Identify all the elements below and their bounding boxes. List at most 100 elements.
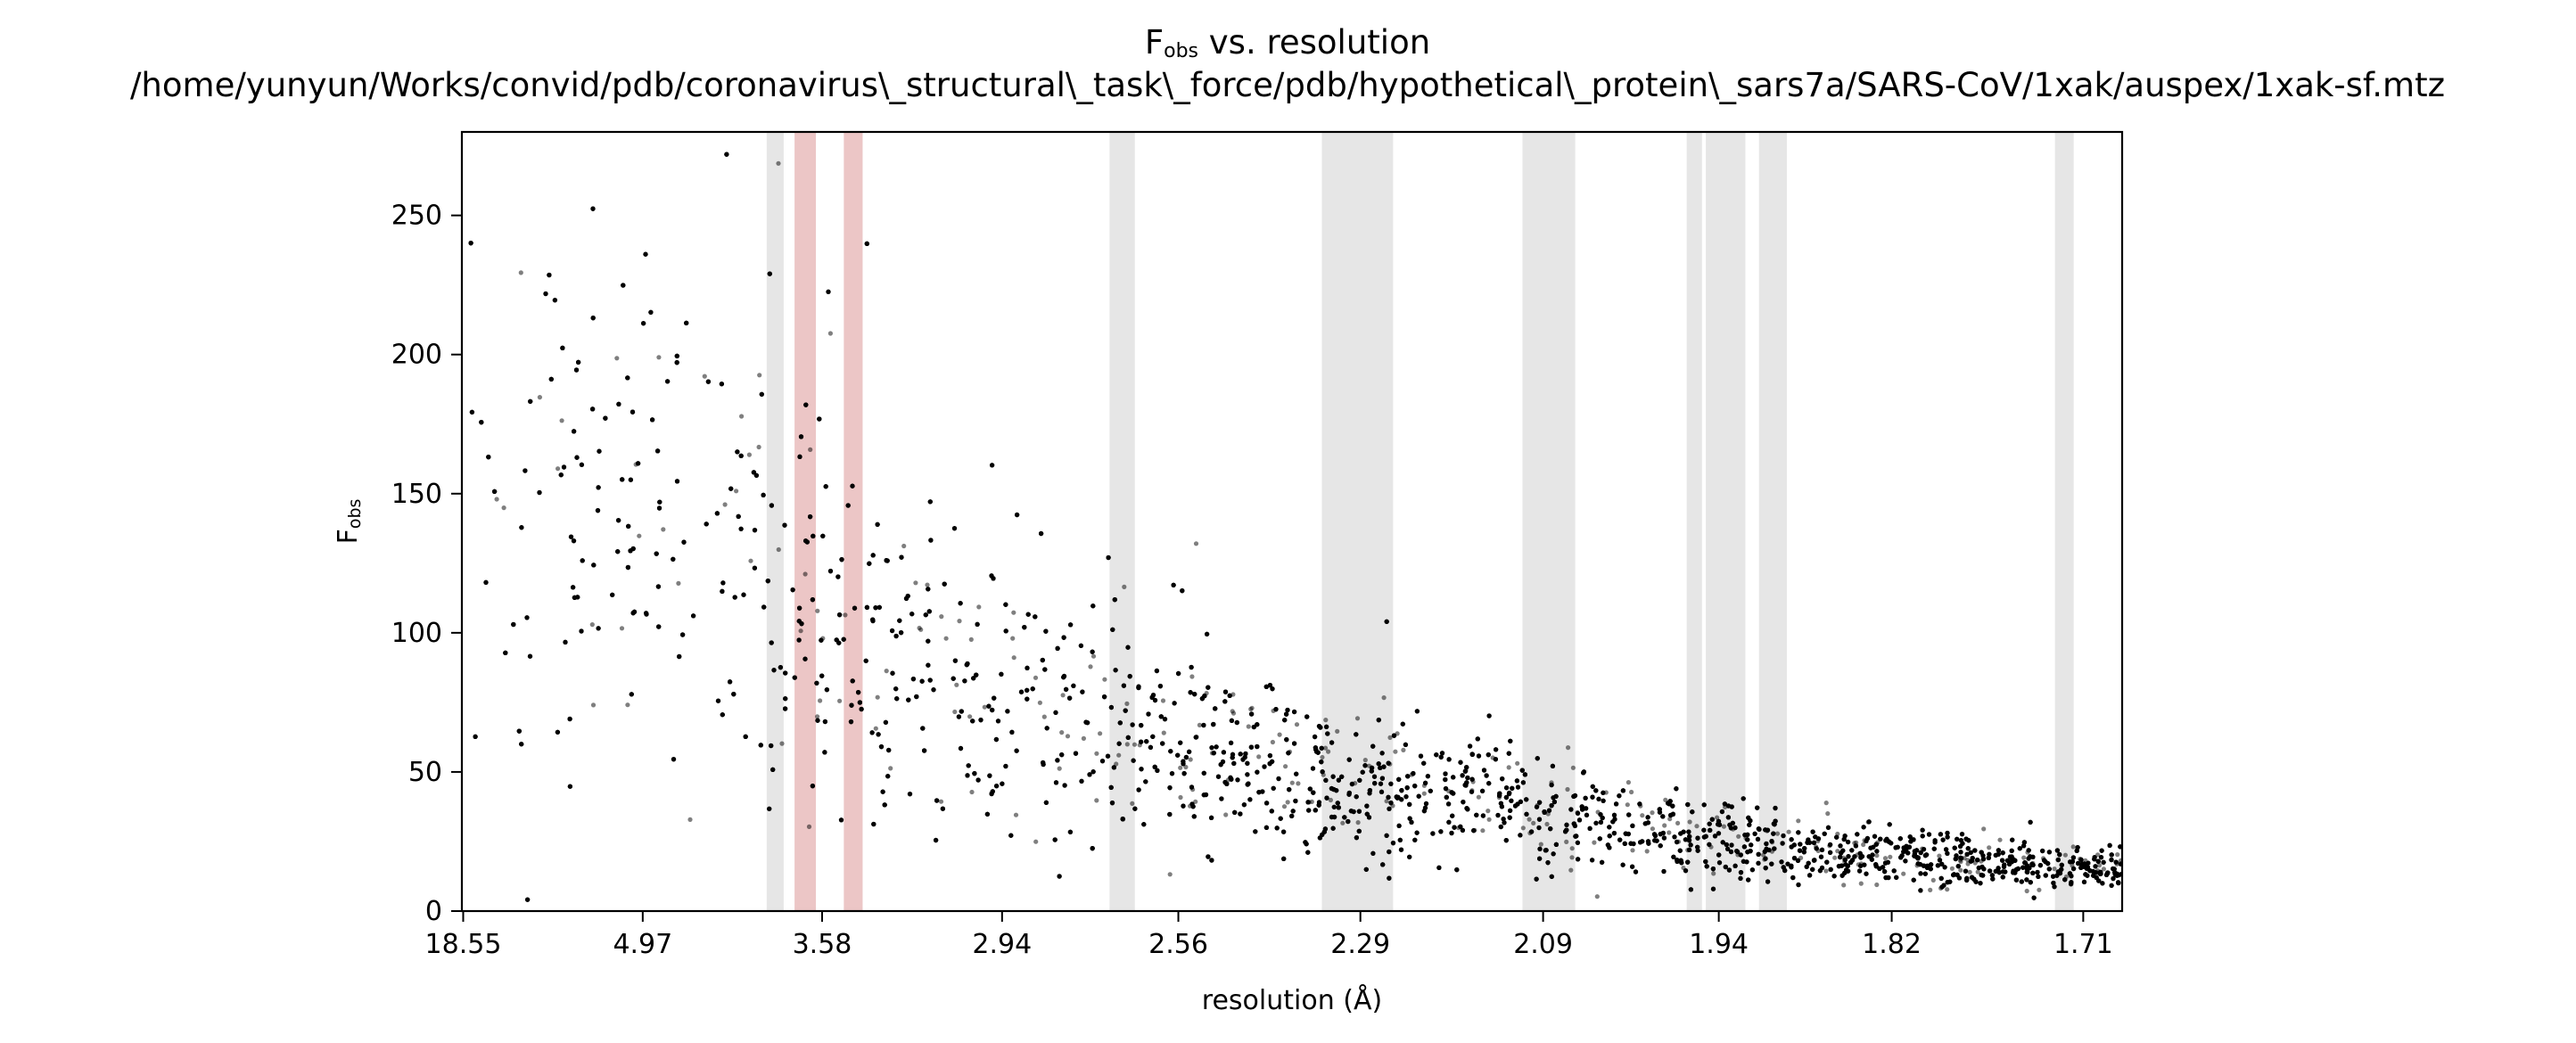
scatter-point xyxy=(1823,868,1829,874)
scatter-point xyxy=(2096,863,2103,868)
scatter-point xyxy=(1323,718,1329,723)
scatter-point xyxy=(1629,789,1634,795)
scatter-point xyxy=(1544,821,1550,827)
scatter-point xyxy=(1945,887,1950,892)
scatter-point xyxy=(1183,764,1189,770)
scatter-point xyxy=(494,497,499,502)
scatter-point xyxy=(625,702,630,708)
scatter-point xyxy=(954,682,959,687)
scatter-point xyxy=(1569,846,1575,851)
scatter-point xyxy=(676,580,681,587)
scatter-point xyxy=(637,533,642,538)
scatter-point xyxy=(1309,799,1314,805)
chart-title-rest: vs. resolution xyxy=(1198,23,1430,62)
scatter-point xyxy=(476,30,481,35)
chart-subtitle: /home/yunyun/Works/convid/pdb/coronaviru… xyxy=(130,66,2445,104)
scatter-point xyxy=(2115,852,2120,858)
scatter-point xyxy=(1568,867,1574,873)
scatter-point xyxy=(1650,810,1655,816)
scatter-point xyxy=(1193,541,1199,546)
scatter-point xyxy=(1625,780,1631,785)
scatter-point xyxy=(1116,752,1122,758)
scatter-point xyxy=(1715,815,1720,820)
scatter-point xyxy=(1393,749,1398,754)
scatter-point xyxy=(957,619,962,624)
scatter-point xyxy=(827,331,834,336)
scatter-point xyxy=(1010,636,1016,641)
scatter-point xyxy=(967,714,973,719)
scatter-point xyxy=(1011,655,1016,661)
scatter-point xyxy=(1270,739,1275,745)
scatter-point xyxy=(776,546,781,553)
scatter-point xyxy=(1625,802,1630,808)
scatter-point xyxy=(1340,820,1346,825)
scatter-point xyxy=(969,789,975,795)
scatter-point xyxy=(1294,722,1300,727)
scatter-point xyxy=(739,414,745,419)
scatter-point xyxy=(1527,817,1532,822)
scatter-point xyxy=(798,628,803,634)
scatter-point xyxy=(614,356,620,361)
scatter-point xyxy=(843,612,848,618)
scatter-point xyxy=(1057,766,1062,771)
scatter-point xyxy=(952,709,958,715)
scatter-point xyxy=(1854,840,1859,845)
scatter-point xyxy=(1130,801,1135,807)
chart-title-main: F xyxy=(1145,23,1164,62)
scatter-point xyxy=(837,698,843,703)
scatter-point xyxy=(559,418,564,423)
scatter-point xyxy=(1566,745,1571,751)
scatter-point xyxy=(1981,826,1987,832)
scatter-point xyxy=(1835,849,1840,854)
scatter-point xyxy=(1230,710,1237,716)
scatter-point xyxy=(1888,854,1893,859)
scatter-point xyxy=(1065,734,1071,739)
scatter-point xyxy=(901,543,907,549)
scatter-point xyxy=(1967,869,1972,875)
scatter-point xyxy=(2062,852,2068,858)
scatter-point xyxy=(1033,839,1039,844)
scatter-point xyxy=(1102,677,1107,682)
scatter-point xyxy=(1774,831,1781,836)
scatter-point xyxy=(1987,845,1992,850)
scatter-point xyxy=(1098,731,1103,736)
scatter-point xyxy=(1178,794,1183,801)
scatter-point xyxy=(1640,813,1645,818)
scatter-point xyxy=(1486,809,1491,814)
scatter-point xyxy=(1381,695,1387,701)
scatter-point xyxy=(1277,732,1282,737)
scatter-point xyxy=(1874,882,1880,888)
scatter-point xyxy=(1090,653,1097,659)
scatter-point xyxy=(1246,724,1251,729)
scatter-point xyxy=(687,817,693,823)
scatter-point xyxy=(1354,716,1361,721)
scatter-point xyxy=(674,47,679,52)
scatter-point xyxy=(1480,828,1486,834)
scatter-point xyxy=(888,766,893,771)
scatter-point xyxy=(1841,883,1847,888)
scatter-point xyxy=(1132,742,1138,747)
scatter-point xyxy=(1662,823,1667,828)
scatter-point xyxy=(2052,866,2057,872)
scatter-point xyxy=(2037,887,2042,892)
scatter-point xyxy=(1687,819,1692,825)
scatter-point xyxy=(982,704,987,710)
scatter-point xyxy=(537,395,543,400)
scatter-point xyxy=(1570,765,1576,770)
scatter-point xyxy=(1823,801,1829,806)
scatter-point xyxy=(1711,871,1716,876)
scatter-point xyxy=(501,505,506,511)
scatter-point xyxy=(1650,826,1655,832)
scatter-point xyxy=(1197,722,1202,728)
scatter-point xyxy=(1335,728,1340,735)
scatter-point xyxy=(1011,610,1016,615)
scatter-point xyxy=(776,160,781,166)
scatter-point xyxy=(1094,798,1099,803)
scatter-point xyxy=(1486,817,1492,822)
scatter-point xyxy=(1188,757,1193,762)
scatter-point xyxy=(1249,705,1255,710)
scatter-point xyxy=(635,115,639,119)
scatter-point xyxy=(1958,867,1963,873)
scatter-point xyxy=(1178,765,1183,770)
scatter-point xyxy=(779,741,785,746)
